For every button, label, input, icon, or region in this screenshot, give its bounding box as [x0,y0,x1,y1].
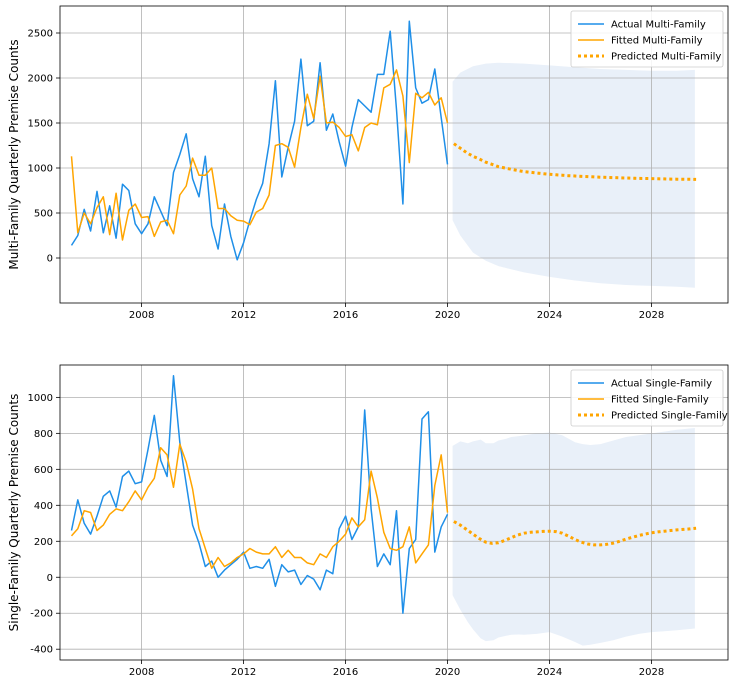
y-tick-label: 800 [34,429,53,440]
series-line-actual-multi-family [70,20,449,261]
legend-entry: Fitted Multi-Family [611,36,703,47]
x-tick-label: 2012 [231,667,256,678]
legend-entry: Predicted Single-Family [611,411,728,422]
y-tick: 400 [34,501,60,512]
y-tick-label: 400 [34,501,53,512]
y-tick-label: 200 [34,537,53,548]
series-line-predicted-multi-family [453,142,697,181]
y-tick-label: 0 [47,573,53,584]
series-line-fitted-multi-family [70,69,449,241]
axes-frame [59,364,729,661]
x-tick-label: 2016 [333,667,358,678]
x-tick: 2028 [639,303,664,321]
y-tick-label: -200 [30,609,53,620]
y-tick: 1000 [28,164,60,175]
x-tick-label: 2020 [435,310,460,321]
axes-frame [59,5,729,304]
y-tick: 0 [47,254,60,265]
y-tick-label: 2500 [28,29,53,40]
x-tick: 2012 [231,303,256,321]
confidence-band [452,428,695,646]
x-tick-label: 2016 [333,310,358,321]
multi-family-chart: 2008 2012 2016 2020 2024 2028 0 500 1000 1500 2000… [7,5,729,321]
x-tick-label: 2020 [435,667,460,678]
y-tick-label: 2000 [28,74,53,85]
y-tick: -400 [30,645,60,656]
y-tick-label: 1500 [28,119,53,130]
y-axis-label: Single-Family Quarterly Premise Counts [7,394,21,632]
legend-entry: Fitted Single-Family [611,395,709,406]
x-tick: 2016 [333,660,358,678]
x-tick-label: 2028 [639,310,664,321]
y-tick-label: 600 [34,465,53,476]
y-tick: -200 [30,609,60,620]
y-tick-label: 500 [34,209,53,220]
y-axis-label: Multi-Family Quarterly Premise Counts [7,39,21,269]
series-line-fitted-single-family [70,443,449,570]
y-tick: 800 [34,429,60,440]
x-tick-label: 2024 [537,310,562,321]
x-tick: 2028 [639,660,664,678]
x-tick: 2020 [435,303,460,321]
y-tick-label: -400 [30,645,53,656]
x-tick-label: 2024 [537,667,562,678]
x-tick: 2016 [333,303,358,321]
legend-box [570,10,724,68]
y-tick: 0 [47,573,60,584]
y-tick: 500 [34,209,60,220]
legend-entry: Actual Single-Family [611,379,712,390]
single-family-chart: 2008 2012 2016 2020 2024 2028 -400 -200 0 200 400 6… [7,364,729,678]
legend-box [570,369,724,427]
x-tick: 2024 [537,660,562,678]
y-tick: 1500 [28,119,60,130]
x-tick-label: 2012 [231,310,256,321]
series-line-actual-single-family [70,375,449,614]
y-tick: 1000 [28,393,60,404]
y-tick-label: 0 [47,254,53,265]
x-tick: 2024 [537,303,562,321]
legend-entry: Actual Multi-Family [611,20,706,31]
y-tick: 2000 [28,74,60,85]
x-tick: 2012 [231,660,256,678]
legend: Actual Single-Family Fitted Single-Family… [570,369,728,427]
x-tick: 2020 [435,660,460,678]
x-tick-label: 2008 [129,667,154,678]
legend: Actual Multi-Family Fitted Multi-Family Pr… [570,10,724,68]
x-tick-label: 2028 [639,667,664,678]
y-tick: 200 [34,537,60,548]
y-tick-label: 1000 [28,393,53,404]
y-tick: 2500 [28,29,60,40]
y-tick-label: 1000 [28,164,53,175]
legend-entry: Predicted Multi-Family [611,52,721,63]
x-tick: 2008 [129,303,154,321]
x-tick-label: 2008 [129,310,154,321]
x-tick: 2008 [129,660,154,678]
y-tick: 600 [34,465,60,476]
